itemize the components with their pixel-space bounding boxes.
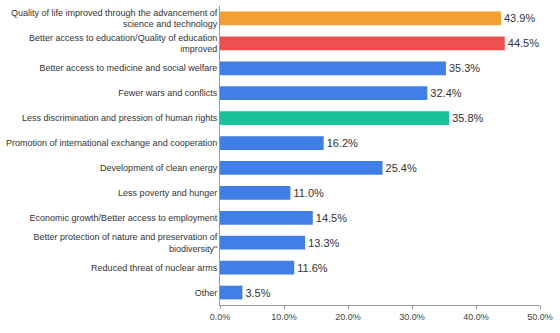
svg-text:16.2%: 16.2% — [327, 137, 358, 149]
svg-text:Better protection of nature an: Better protection of nature and preserva… — [34, 232, 218, 254]
svg-text:30.0%: 30.0% — [399, 312, 425, 322]
svg-text:0.0%: 0.0% — [210, 312, 231, 322]
svg-text:35.3%: 35.3% — [449, 62, 480, 74]
svg-text:Reduced threat of nuclear arms: Reduced threat of nuclear arms — [91, 263, 218, 273]
svg-text:Quality of life improved throu: Quality of life improved through the adv… — [11, 8, 218, 30]
svg-text:44.5%: 44.5% — [508, 37, 539, 49]
svg-text:35.8%: 35.8% — [452, 112, 483, 124]
svg-text:Development of clean energy: Development of clean energy — [100, 163, 218, 173]
svg-text:Promotion of international exc: Promotion of international exchange and … — [6, 138, 217, 148]
svg-text:3.5%: 3.5% — [245, 287, 270, 299]
svg-text:Fewer wars and conflicts: Fewer wars and conflicts — [118, 88, 218, 98]
svg-text:40.0%: 40.0% — [463, 312, 489, 322]
svg-text:11.6%: 11.6% — [297, 262, 328, 274]
svg-text:32.4%: 32.4% — [430, 87, 461, 99]
svg-text:Other: Other — [195, 288, 218, 298]
svg-text:Better access to education/Qua: Better access to education/Quality of ed… — [29, 33, 217, 55]
svg-text:Economic growth/Better access: Economic growth/Better access to employm… — [30, 213, 218, 223]
svg-text:Less poverty and hunger: Less poverty and hunger — [118, 188, 217, 198]
svg-text:11.0%: 11.0% — [293, 187, 324, 199]
svg-text:13.3%: 13.3% — [308, 237, 339, 249]
svg-text:43.9%: 43.9% — [504, 12, 535, 24]
svg-text:Better access to medicine and: Better access to medicine and social wel… — [40, 63, 218, 73]
svg-text:10.0%: 10.0% — [271, 312, 297, 322]
svg-text:14.5%: 14.5% — [316, 212, 347, 224]
svg-text:25.4%: 25.4% — [386, 162, 417, 174]
svg-text:20.0%: 20.0% — [335, 312, 361, 322]
svg-text:Less discrimination and pressi: Less discrimination and pression of huma… — [22, 113, 218, 123]
svg-text:50.0%: 50.0% — [527, 312, 553, 322]
